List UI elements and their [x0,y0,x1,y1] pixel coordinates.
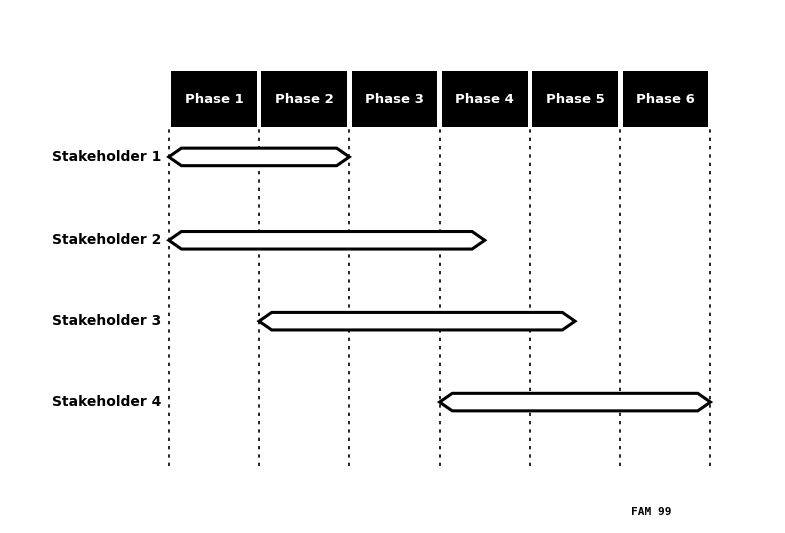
Text: Phase 5: Phase 5 [546,93,604,106]
Text: Stakeholder 2: Stakeholder 2 [52,233,161,247]
Bar [171,71,257,127]
Text: FAM 99: FAM 99 [631,507,672,516]
Text: Phase 1: Phase 1 [184,93,243,106]
Text: Frameworks & Models: Frameworks & Models [688,507,785,516]
Text: : Drehkopf: : Drehkopf [49,507,107,516]
Text: Phase 4: Phase 4 [455,93,514,106]
Polygon shape [440,393,710,411]
Polygon shape [259,312,575,330]
Polygon shape [169,231,484,249]
Text: Stakeholder 4: Stakeholder 4 [52,395,161,409]
Text: Phase 3: Phase 3 [365,93,424,106]
Bar [442,71,528,127]
Text: powered by: powered by [561,507,626,516]
Bar [623,71,708,127]
Bar [352,71,437,127]
Text: Stakeholder 1: Stakeholder 1 [52,150,161,164]
Polygon shape [169,148,349,166]
Bar [261,71,347,127]
Text: Source: Source [14,507,57,516]
Bar [623,498,681,526]
Text: Stakeholder 3: Stakeholder 3 [52,314,161,328]
Text: Phase 2: Phase 2 [275,93,334,106]
Text: Phase 6: Phase 6 [636,93,695,106]
Bar [532,71,618,127]
